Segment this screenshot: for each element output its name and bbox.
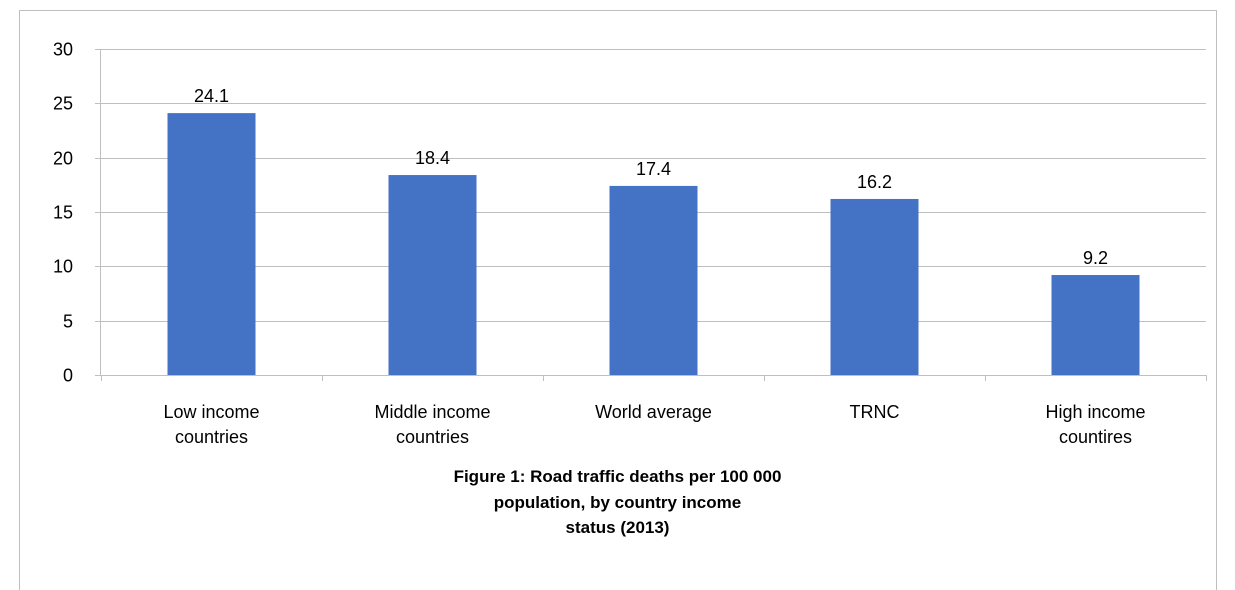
bar-chart: 0 5 10 15 20 25 30 24.1 18.4 17.4 16.2 9.2 Low inc…: [53, 40, 1207, 447]
data-label-3: 16.2: [857, 172, 892, 192]
y-tick-label-5: 5: [63, 312, 73, 332]
y-tick-label-20: 20: [53, 149, 73, 169]
x-tick-label-0-1: countries: [175, 427, 248, 447]
bar-1: [388, 175, 477, 375]
chart-frame: [19, 10, 1217, 590]
data-label-4: 9.2: [1083, 248, 1108, 268]
x-tick-label-2-0: World average: [595, 402, 712, 422]
x-tick-label-4-1: countires: [1059, 427, 1132, 447]
y-tick-label-15: 15: [53, 203, 73, 223]
data-labels: 24.1 18.4 17.4 16.2 9.2: [194, 86, 1108, 268]
y-tick-label-25: 25: [53, 94, 73, 114]
y-tick-label-0: 0: [63, 366, 73, 386]
y-tick-label-30: 30: [53, 40, 73, 60]
y-tick-label-10: 10: [53, 257, 73, 277]
figure-caption-line-1: Figure 1: Road traffic deaths per 100 00…: [453, 467, 782, 486]
data-label-0: 24.1: [194, 86, 229, 106]
figure-caption-line-3: status (2013): [565, 518, 670, 537]
x-tick-label-1-1: countries: [396, 427, 469, 447]
x-axis: [95, 49, 1207, 381]
x-tick-label-0-0: Low income: [163, 402, 259, 422]
bars: [167, 113, 1140, 375]
x-tick-label-3-0: TRNC: [850, 402, 900, 422]
x-tick-label-4-0: High income: [1045, 402, 1145, 422]
bar-0: [167, 113, 256, 375]
y-axis-ticks: 0 5 10 15 20 25 30: [53, 40, 73, 386]
bar-4: [1051, 275, 1140, 375]
x-axis-labels: Low income countries Middle income countrie…: [163, 402, 1145, 447]
data-label-1: 18.4: [415, 148, 450, 168]
bar-2: [609, 185, 698, 375]
bar-3: [830, 198, 919, 375]
data-label-2: 17.4: [636, 159, 671, 179]
figure-caption-line-2: population, by country income: [493, 493, 742, 512]
x-tick-label-1-0: Middle income: [374, 402, 490, 422]
